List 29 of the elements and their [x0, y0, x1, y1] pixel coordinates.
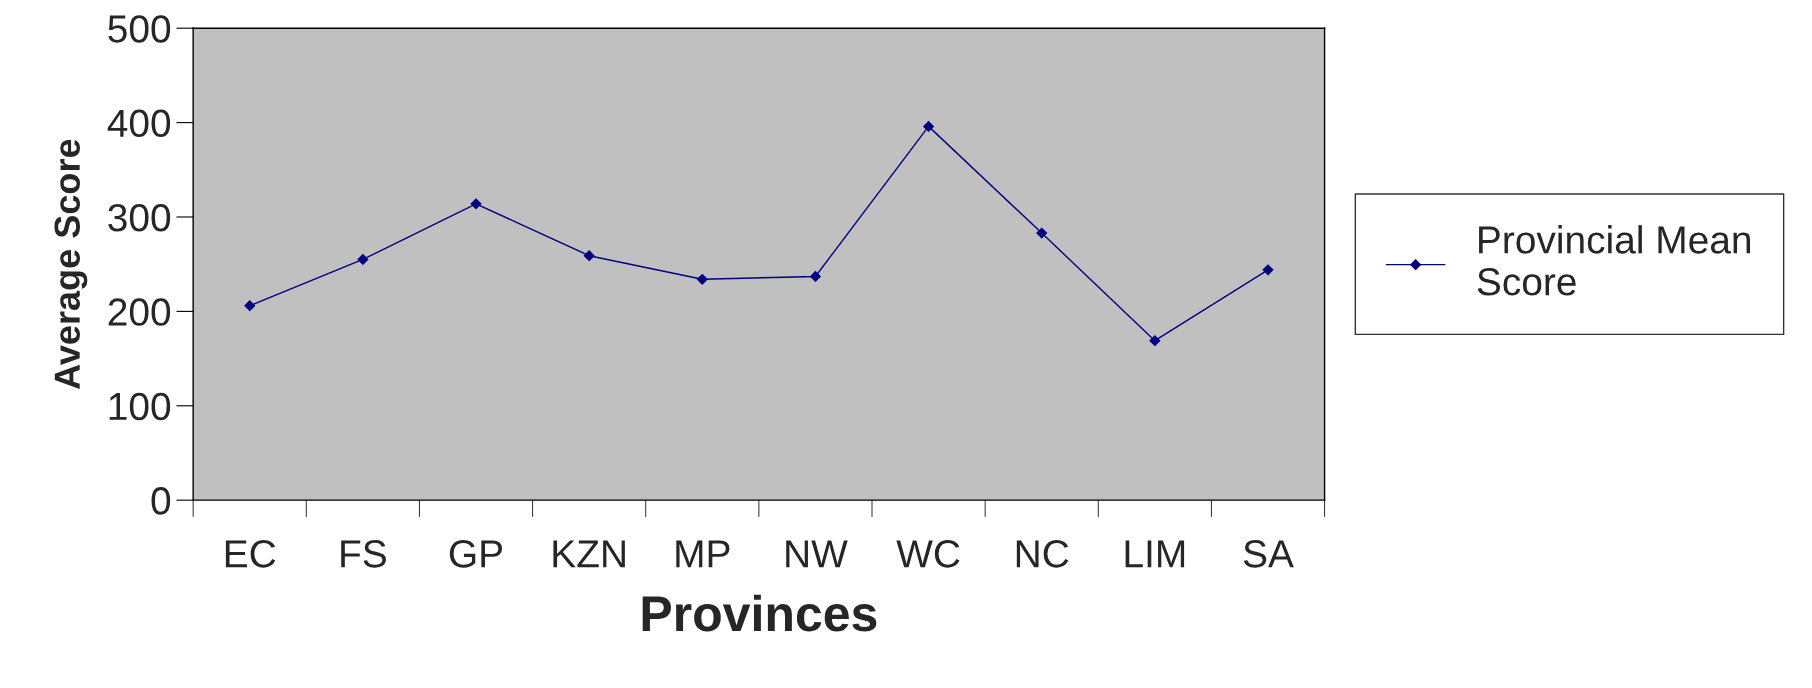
x-tick-label: NW — [786, 540, 848, 568]
legend-label: Provincial Mean Score — [1477, 225, 1751, 296]
x-tick-label: MP — [676, 540, 730, 568]
point — [1036, 227, 1048, 239]
x-tick-label: KZN — [553, 540, 625, 568]
point — [696, 273, 708, 285]
x-tick-label: EC — [225, 540, 276, 568]
x-tick-label: SA — [1243, 540, 1294, 568]
point — [583, 250, 595, 262]
point — [810, 271, 821, 282]
x-axis-title: Provinces — [642, 594, 877, 632]
x-tick-label: NC — [1016, 540, 1069, 568]
point — [1262, 264, 1274, 276]
x-tick-label: FS — [341, 540, 386, 568]
point — [357, 254, 369, 265]
point — [1149, 335, 1161, 347]
x-tick-label: GP — [449, 540, 503, 568]
y-tick-label: 0 — [151, 487, 171, 515]
point — [244, 300, 256, 312]
y-tick-label: 200 — [108, 298, 171, 326]
x-tick-label: WC — [896, 540, 960, 568]
y-tick-label: 400 — [107, 109, 171, 138]
x-tick-label: LIM — [1125, 540, 1185, 568]
y-axis-title: Average Score — [54, 139, 88, 390]
y-tick-label: 300 — [108, 203, 171, 232]
y-tick-label: 100 — [109, 392, 171, 421]
point — [923, 120, 935, 132]
point — [470, 198, 482, 210]
y-tick-label: 500 — [108, 15, 171, 43]
